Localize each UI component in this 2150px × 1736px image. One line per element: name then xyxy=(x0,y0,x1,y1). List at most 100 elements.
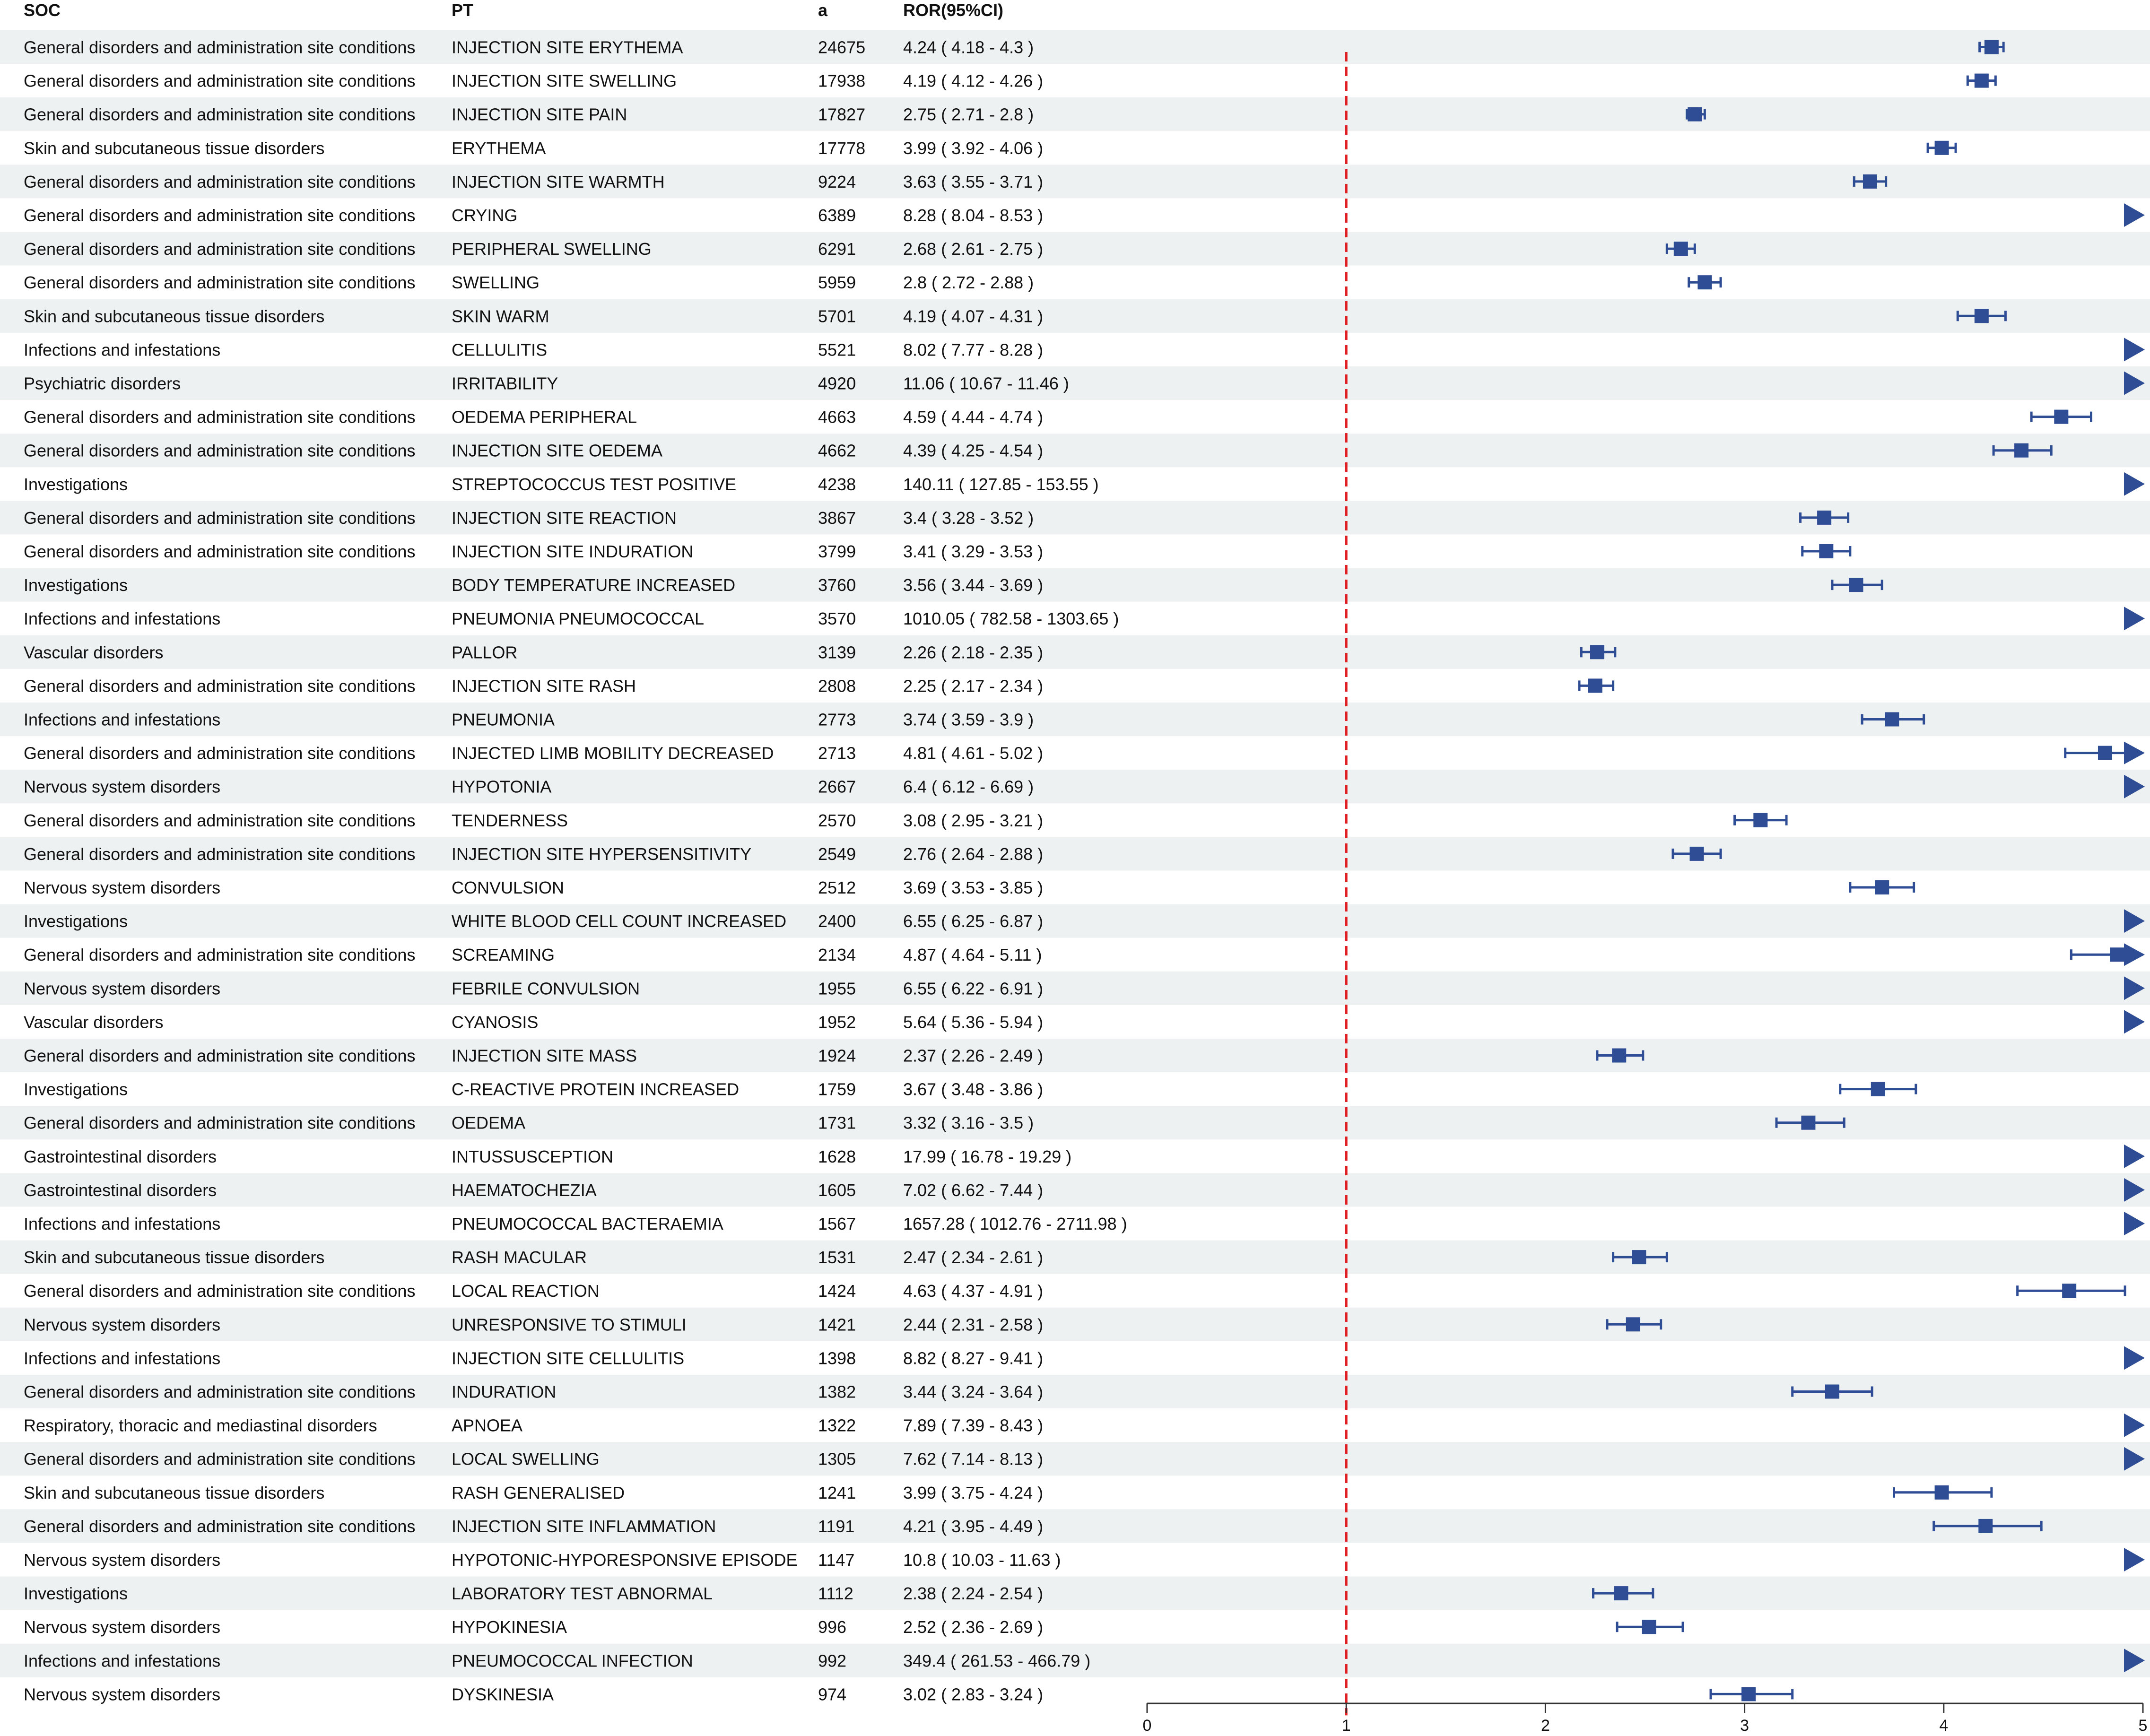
table-row: General disorders and administration sit… xyxy=(24,508,1034,528)
point-estimate xyxy=(1871,1082,1885,1096)
row-ror-ci: 3.08 ( 2.95 - 3.21 ) xyxy=(903,811,1043,830)
row-count: 5701 xyxy=(818,306,856,326)
row-ror-ci: 2.26 ( 2.18 - 2.35 ) xyxy=(903,642,1043,662)
row-pt: FEBRILE CONVULSION xyxy=(452,979,640,998)
row-ror-ci: 3.63 ( 3.55 - 3.71 ) xyxy=(903,172,1043,191)
table-row: Infections and infestations INJECTION SIT… xyxy=(24,1348,1043,1368)
row-count: 1955 xyxy=(818,979,856,998)
table-row: General disorders and administration sit… xyxy=(24,1450,1043,1469)
row-ror-ci: 140.11 ( 127.85 - 153.55 ) xyxy=(903,475,1099,494)
row-ror-ci: 3.56 ( 3.44 - 3.69 ) xyxy=(903,575,1043,595)
row-ror-ci: 1657.28 ( 1012.76 - 2711.98 ) xyxy=(903,1214,1127,1233)
row-soc: General disorders and administration sit… xyxy=(24,172,415,191)
row-stripe xyxy=(0,635,2150,669)
row-ror-ci: 4.81 ( 4.61 - 5.02 ) xyxy=(903,744,1043,763)
row-soc: General disorders and administration sit… xyxy=(24,239,415,259)
ci-mark xyxy=(2124,371,2145,395)
row-pt: INJECTION SITE HYPERSENSITIVITY xyxy=(452,844,751,864)
point-estimate xyxy=(1753,813,1768,827)
row-soc: Nervous system disorders xyxy=(24,1684,220,1704)
row-count: 2134 xyxy=(818,945,856,964)
row-soc: Nervous system disorders xyxy=(24,979,220,998)
table-row: General disorders and administration sit… xyxy=(24,239,1043,259)
row-pt: INDURATION xyxy=(452,1382,556,1402)
row-pt: RASH GENERALISED xyxy=(452,1483,625,1502)
row-ror-ci: 2.37 ( 2.26 - 2.49 ) xyxy=(903,1046,1043,1066)
ci-mark xyxy=(2124,338,2145,362)
ci-mark xyxy=(2124,774,2145,799)
table-row: Skin and subcutaneous tissue disorders RA… xyxy=(24,1483,1043,1502)
point-estimate xyxy=(1688,107,1702,122)
point-estimate xyxy=(1984,40,1999,54)
table-row: General disorders and administration sit… xyxy=(24,206,1043,225)
row-count: 1398 xyxy=(818,1348,856,1368)
row-soc: General disorders and administration sit… xyxy=(24,811,415,830)
ci-mark xyxy=(1839,1082,1917,1096)
row-soc: Skin and subcutaneous tissue disorders xyxy=(24,306,324,326)
row-pt: INJECTION SITE RASH xyxy=(452,676,636,695)
row-count: 996 xyxy=(818,1617,846,1637)
point-estimate xyxy=(1612,1048,1627,1063)
row-pt: LOCAL SWELLING xyxy=(452,1450,600,1469)
row-ror-ci: 2.75 ( 2.71 - 2.8 ) xyxy=(903,105,1034,124)
table-rows: General disorders and administration sit… xyxy=(24,38,1127,1704)
row-pt: HYPOKINESIA xyxy=(452,1617,567,1637)
row-ror-ci: 4.19 ( 4.07 - 4.31 ) xyxy=(903,306,1043,326)
row-count: 1567 xyxy=(818,1214,856,1233)
row-count: 1605 xyxy=(818,1180,856,1200)
ci-mark xyxy=(2124,607,2145,631)
row-ror-ci: 2.44 ( 2.31 - 2.58 ) xyxy=(903,1315,1043,1334)
row-ror-ci: 3.74 ( 3.59 - 3.9 ) xyxy=(903,710,1034,729)
point-estimate xyxy=(1863,174,1877,189)
row-pt: LABORATORY TEST ABNORMAL xyxy=(452,1584,713,1603)
row-count: 3799 xyxy=(818,542,856,561)
point-estimate xyxy=(1689,846,1704,861)
row-ror-ci: 3.67 ( 3.48 - 3.86 ) xyxy=(903,1080,1043,1099)
row-soc: General disorders and administration sit… xyxy=(24,71,415,91)
row-count: 9224 xyxy=(818,172,856,191)
row-pt: APNOEA xyxy=(452,1416,522,1435)
row-soc: Investigations xyxy=(24,575,128,595)
x-tick-label: 0 xyxy=(1143,1717,1152,1735)
row-pt: INJECTION SITE INFLAMMATION xyxy=(452,1517,716,1536)
ci-mark xyxy=(2124,1413,2145,1437)
table-row: Vascular disorders CYANOSIS 1952 5.64 ( 5.3… xyxy=(24,1012,1043,1032)
row-count: 1628 xyxy=(818,1147,856,1166)
ci-mark xyxy=(1799,510,1850,525)
overflow-arrow xyxy=(2124,338,2145,362)
point-estimate xyxy=(2014,443,2029,458)
row-ror-ci: 7.62 ( 7.14 - 8.13 ) xyxy=(903,1450,1043,1469)
row-stripe xyxy=(0,366,2150,400)
ci-mark xyxy=(1956,309,2007,323)
row-count: 1424 xyxy=(818,1281,856,1301)
row-pt: INJECTION SITE INDURATION xyxy=(452,542,693,561)
row-pt: INTUSSUSCEPTION xyxy=(452,1147,613,1166)
overflow-arrow xyxy=(2124,976,2145,1000)
overflow-arrow xyxy=(2124,472,2145,496)
ci-mark xyxy=(2124,472,2145,496)
row-stripe xyxy=(0,1509,2150,1543)
row-count: 1531 xyxy=(818,1248,856,1267)
row-soc: Nervous system disorders xyxy=(24,1617,220,1637)
point-estimate xyxy=(1974,309,1989,323)
row-soc: General disorders and administration sit… xyxy=(24,206,415,225)
row-ror-ci: 2.47 ( 2.34 - 2.61 ) xyxy=(903,1248,1043,1267)
row-ror-ci: 3.44 ( 3.24 - 3.64 ) xyxy=(903,1382,1043,1402)
ci-mark xyxy=(1685,107,1706,122)
row-soc: Vascular disorders xyxy=(24,1012,163,1032)
row-count: 2549 xyxy=(818,844,856,864)
row-soc: Infections and infestations xyxy=(24,1348,220,1368)
table-row: General disorders and administration sit… xyxy=(24,1281,1043,1301)
row-ror-ci: 2.8 ( 2.72 - 2.88 ) xyxy=(903,273,1034,292)
row-ror-ci: 7.89 ( 7.39 - 8.43 ) xyxy=(903,1416,1043,1435)
ci-mark xyxy=(2124,976,2145,1000)
row-stripe xyxy=(0,702,2150,737)
table-row: Gastrointestinal disorders INTUSSUSCEPTIO… xyxy=(24,1147,1071,1166)
row-count: 17827 xyxy=(818,105,865,124)
table-row: General disorders and administration sit… xyxy=(24,441,1043,460)
table-header: SOC PT a ROR(95%CI) xyxy=(24,0,1003,20)
ci-mark xyxy=(1992,443,2053,458)
ci-mark xyxy=(2124,909,2145,933)
row-count: 5959 xyxy=(818,273,856,292)
row-stripe xyxy=(0,1240,2150,1274)
